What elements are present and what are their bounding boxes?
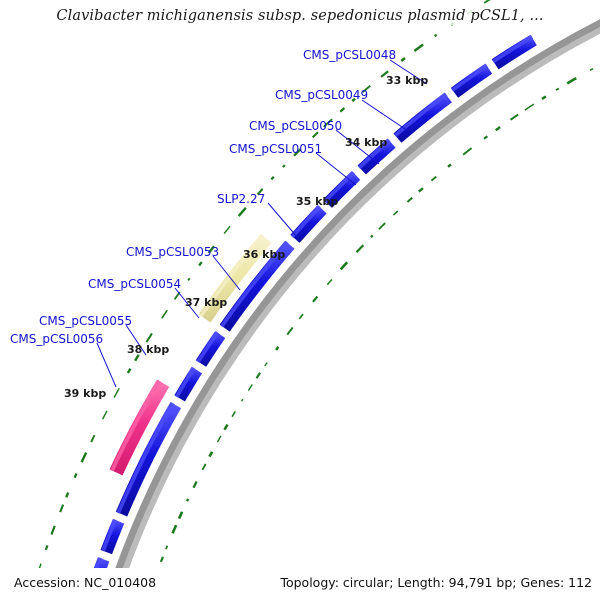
label-leader-lines: [96, 59, 428, 388]
kbp-tick-label-39: 39 kbp: [64, 387, 107, 400]
gene-label-slp2-27[interactable]: SLP2.27: [217, 192, 266, 206]
gene-label-cms-pcsl0053[interactable]: CMS_pCSL0053: [126, 245, 220, 259]
accession-text: Accession: NC_010408: [14, 575, 157, 590]
kbp-tick-label-35: 35 kbp: [296, 195, 339, 208]
gene-label-cms-pcsl0055[interactable]: CMS_pCSL0055: [39, 314, 133, 328]
genome-summary-text: Topology: circular; Length: 94,791 bp; G…: [280, 575, 592, 590]
gc-skew-inner-arc: [147, 67, 594, 597]
gene-label-cms-pcsl0054[interactable]: CMS_pCSL0054: [88, 277, 182, 291]
gene-label-cms-pcsl0056[interactable]: CMS_pCSL0056: [10, 332, 104, 346]
kbp-tick-label-38: 38 kbp: [127, 343, 170, 356]
backbone-shadow: [108, 23, 600, 600]
kbp-tick-label-37: 37 kbp: [185, 296, 228, 309]
gene-label-cms-pcsl0051[interactable]: CMS_pCSL0051: [229, 142, 323, 156]
gene-track-inner[interactable]: [36, 33, 538, 600]
kbp-tick-label-34: 34 kbp: [345, 136, 388, 149]
genome-backbone-arc[interactable]: [54, 16, 600, 600]
gene-label-cms-pcsl0049[interactable]: CMS_pCSL0049: [275, 88, 369, 102]
gene-track-outer[interactable]: [11, 232, 273, 600]
kbp-tick-label-36: 36 kbp: [243, 248, 286, 261]
kbp-tick-label-33: 33 kbp: [386, 74, 429, 87]
status-bar: Accession: NC_010408 Topology: circular;…: [0, 568, 600, 600]
gene-label-cms-pcsl0048[interactable]: CMS_pCSL0048: [303, 48, 397, 62]
gene-label-cms-pcsl0050[interactable]: CMS_pCSL0050: [249, 119, 343, 133]
